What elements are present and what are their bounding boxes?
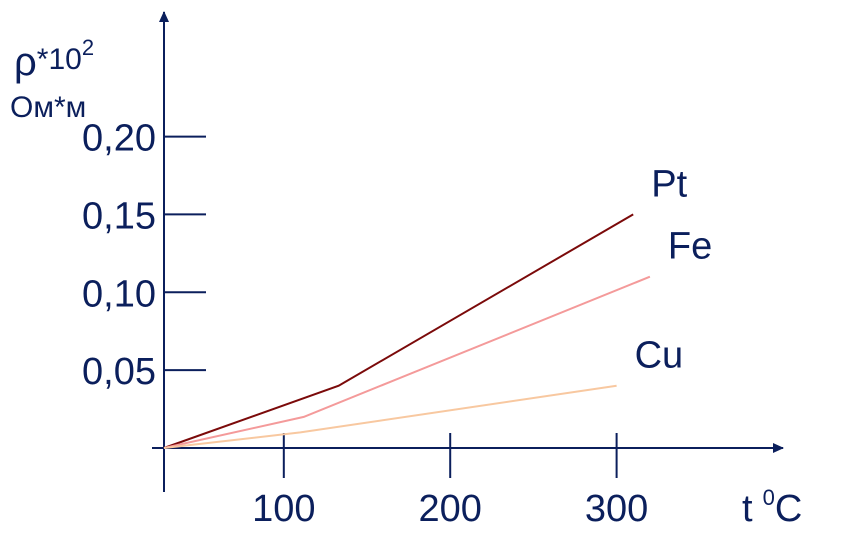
- y-tick-label: 0,15: [82, 195, 156, 237]
- y-axis-unit: Ом*м: [10, 91, 86, 124]
- y-axis-symbol: ρ: [14, 40, 37, 84]
- y-tick-label: 0,10: [82, 273, 156, 315]
- series-line-pt: [163, 213, 634, 449]
- x-tick-label: 300: [585, 488, 648, 530]
- x-axis-exponent: 0: [763, 485, 775, 510]
- y-tick-label: 0,20: [82, 118, 156, 160]
- x-axis-symbol: t: [742, 488, 753, 530]
- axis-ticks: 0,05 0,10 0,15 0,20 100 200 300: [82, 118, 648, 530]
- x-axis-unit: C: [775, 488, 802, 530]
- series-line-fe: [163, 275, 651, 449]
- x-tick-label: 200: [419, 488, 482, 530]
- series-label-fe: Fe: [668, 226, 712, 268]
- series-lines: Pt Fe Cu: [163, 163, 712, 449]
- y-axis-multiplier: *10: [37, 43, 82, 76]
- series-label-pt: Pt: [651, 163, 687, 205]
- y-axis-exponent: 2: [82, 35, 94, 60]
- x-tick-label: 100: [252, 488, 315, 530]
- y-tick-label: 0,05: [82, 351, 156, 393]
- x-axis-title: t 0C: [742, 485, 802, 530]
- series-label-cu: Cu: [635, 335, 684, 377]
- series-line-cu: [163, 384, 617, 449]
- y-axis-title: ρ*102: [14, 35, 94, 84]
